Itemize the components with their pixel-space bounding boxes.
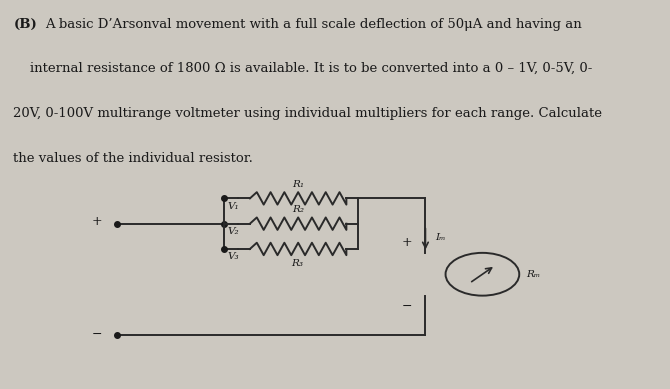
Text: V₂: V₂ [228,227,239,236]
Text: −: − [401,300,412,312]
Text: (B): (B) [13,18,37,30]
Text: Iₘ: Iₘ [436,233,446,242]
Text: +: + [401,236,412,249]
Text: R₁: R₁ [292,180,304,189]
Text: internal resistance of 1800 Ω is available. It is to be converted into a 0 – 1V,: internal resistance of 1800 Ω is availab… [30,62,592,75]
Text: V₃: V₃ [228,252,239,261]
Text: A basic D’Arsonval movement with a full scale deflection of 50μA and having an: A basic D’Arsonval movement with a full … [46,18,582,30]
Text: −: − [92,328,103,341]
Text: the values of the individual resistor.: the values of the individual resistor. [13,152,253,165]
Text: R₃: R₃ [291,259,304,268]
Text: V₁: V₁ [228,202,239,210]
Text: R₂: R₂ [292,205,304,214]
Text: +: + [92,215,103,228]
Text: 20V, 0-100V multirange voltmeter using individual multipliers for each range. Ca: 20V, 0-100V multirange voltmeter using i… [13,107,602,120]
Text: Rₘ: Rₘ [526,270,540,279]
